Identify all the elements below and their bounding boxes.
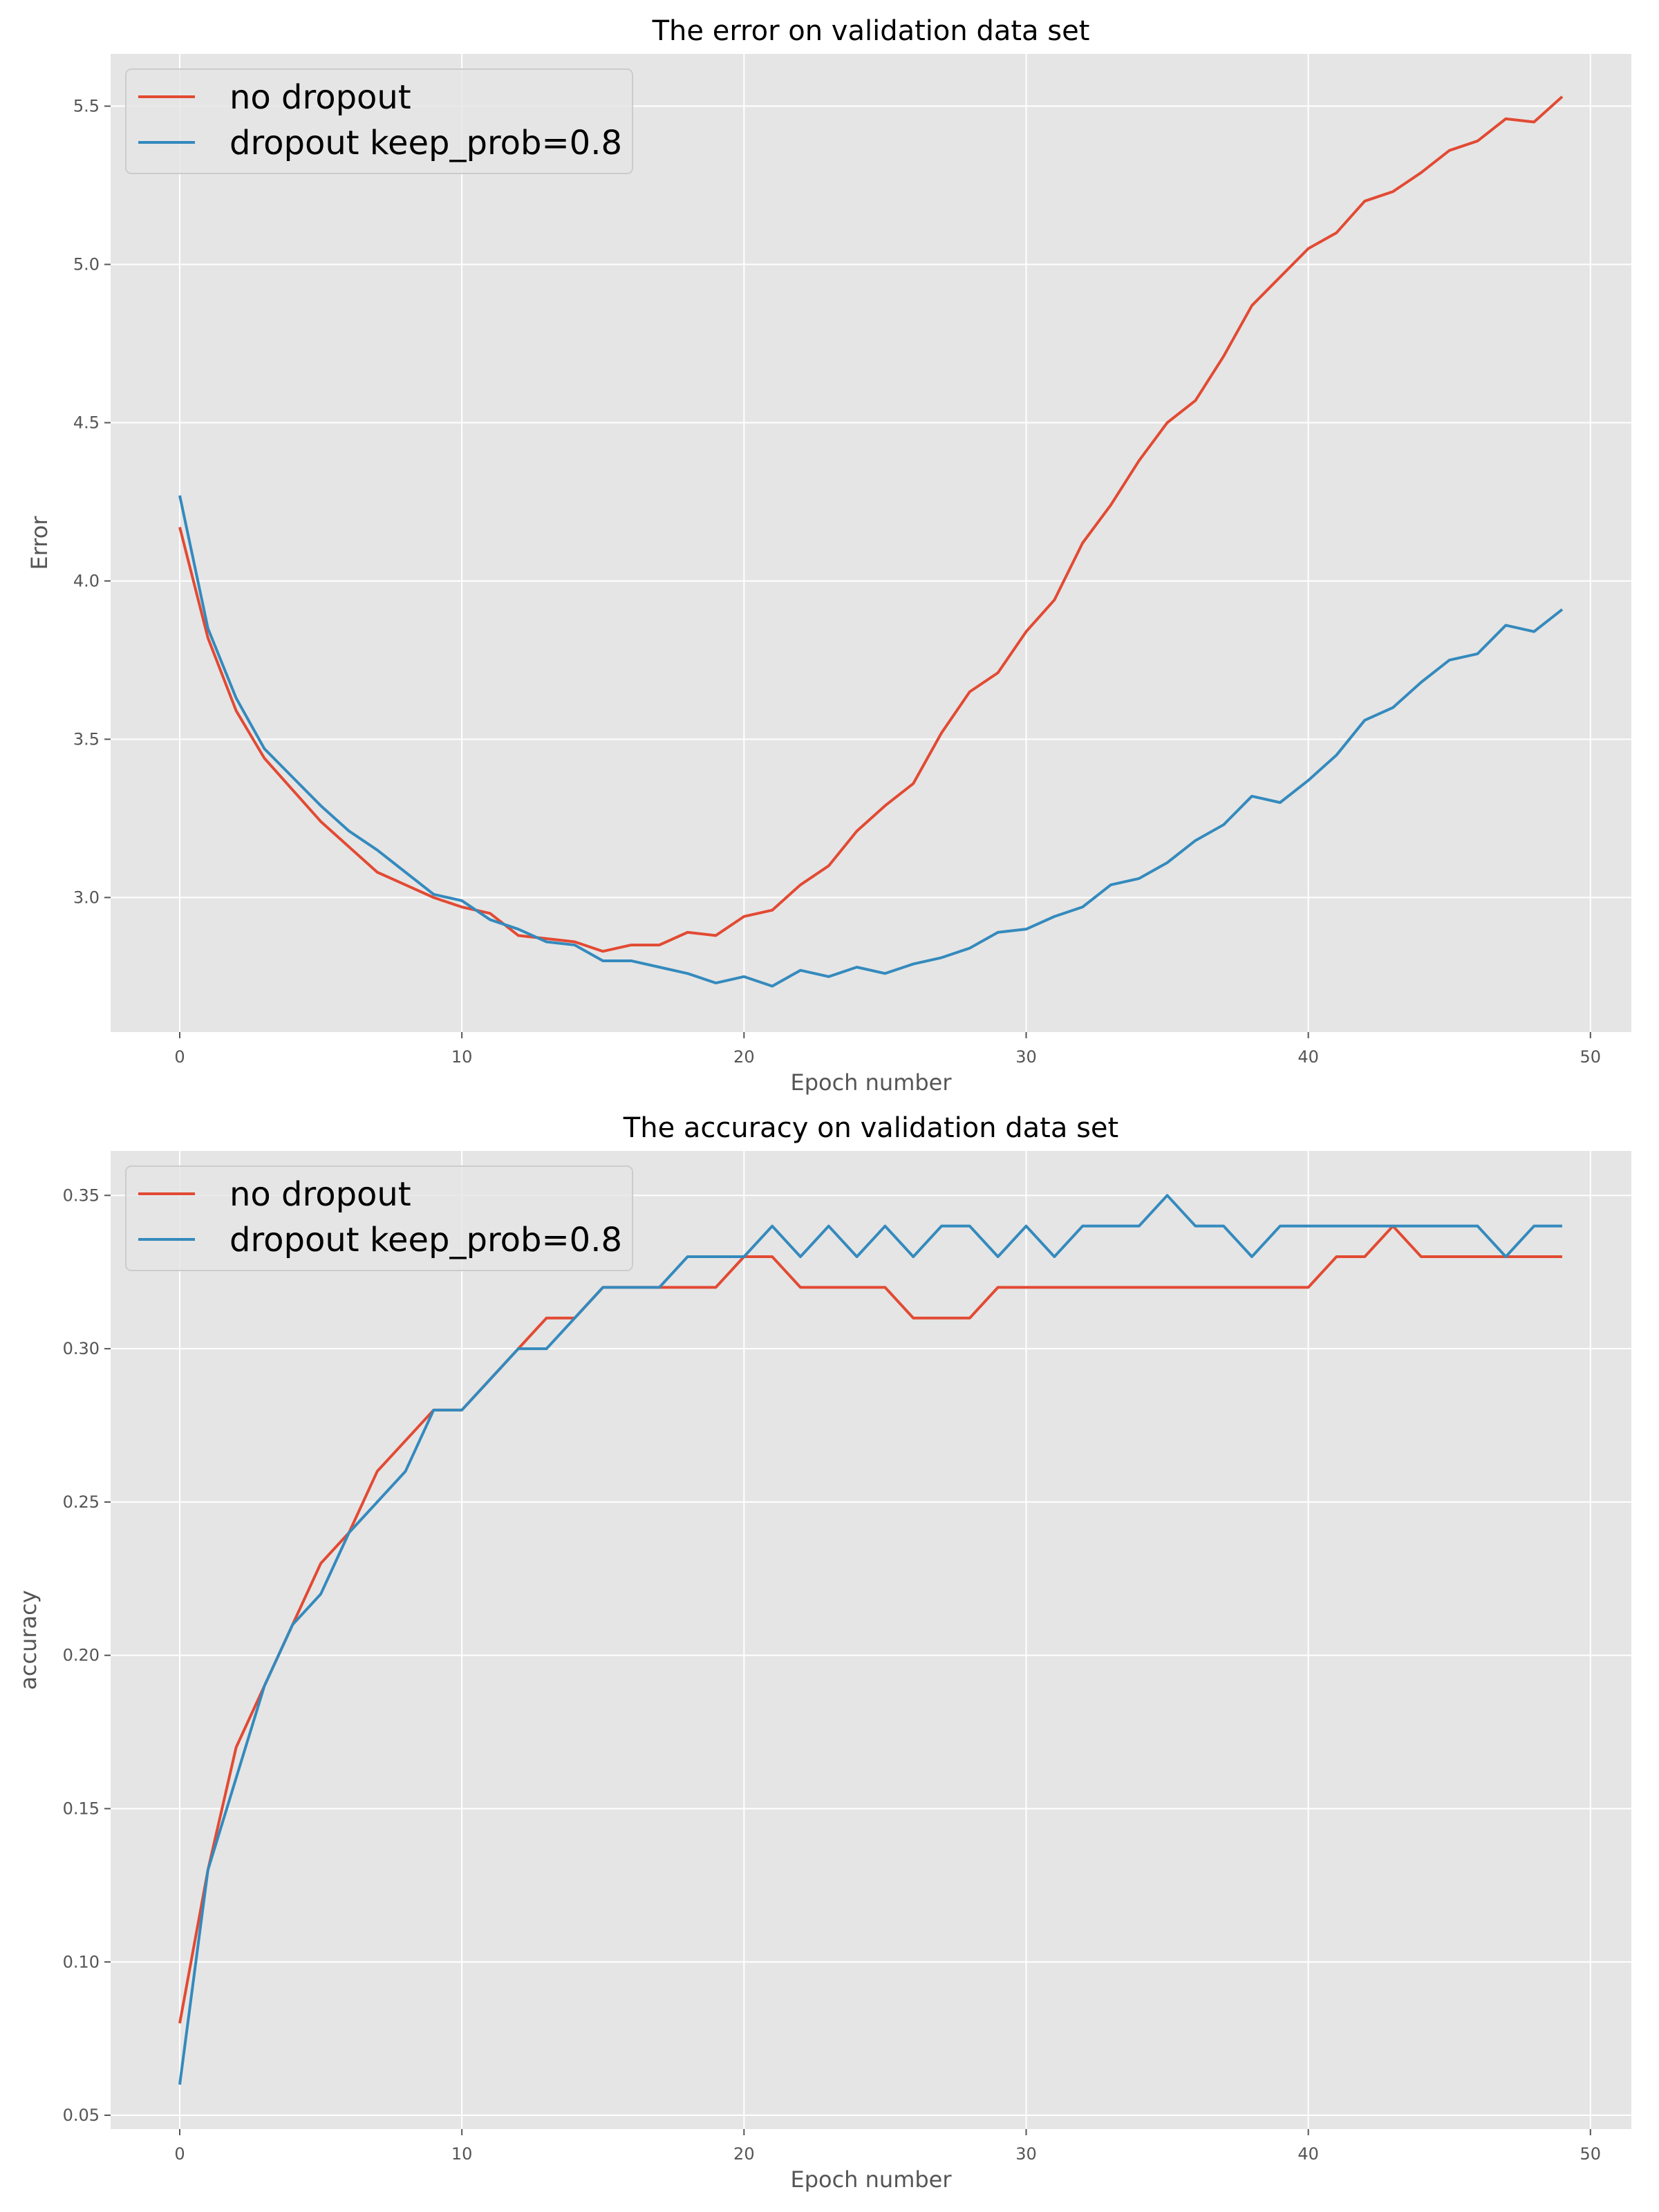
y-tick-label: 0.15 bbox=[63, 1799, 100, 1818]
legend-label: dropout keep_prob=0.8 bbox=[229, 124, 622, 162]
y-axis-label: Error bbox=[26, 516, 53, 570]
legend-label: dropout keep_prob=0.8 bbox=[229, 1221, 622, 1259]
y-tick-label: 3.0 bbox=[73, 888, 100, 907]
x-tick-label: 40 bbox=[1297, 2144, 1319, 2164]
y-tick-label: 4.5 bbox=[73, 413, 100, 432]
y-tick-label: 0.10 bbox=[63, 1952, 100, 1971]
y-tick-label: 5.5 bbox=[73, 97, 100, 116]
x-tick-label: 30 bbox=[1015, 1047, 1037, 1067]
x-tick-label: 0 bbox=[174, 1047, 185, 1067]
series-line-dropout bbox=[178, 495, 1564, 988]
x-tick-label: 30 bbox=[1015, 2144, 1037, 2164]
series-line-dropout bbox=[178, 1194, 1562, 2085]
y-tick-label: 3.5 bbox=[73, 729, 100, 749]
error-chart: 0 10 20 30 40 50 3.0 3.5 4.0 4.5 5.0 5.5 no dropout d… bbox=[26, 15, 1631, 1096]
accuracy-chart: 0 10 20 30 40 50 0.05 0.10 0.15 0.20 0.25 0.30 0.35 n… bbox=[15, 1112, 1631, 2193]
y-tick-label: 0.25 bbox=[63, 1492, 100, 1512]
plot-area bbox=[111, 1151, 1631, 2129]
y-tick-label: 0.05 bbox=[63, 2106, 100, 2125]
x-tick-label: 20 bbox=[733, 1047, 755, 1067]
y-axis-label: accuracy bbox=[15, 1590, 41, 1689]
chart-title: The accuracy on validation data set bbox=[623, 1112, 1118, 1144]
legend-label: no dropout bbox=[229, 78, 411, 117]
x-tick-label: 40 bbox=[1297, 1047, 1319, 1067]
x-tick-label: 10 bbox=[451, 1047, 473, 1067]
x-tick-label: 50 bbox=[1580, 2144, 1602, 2164]
legend bbox=[125, 1165, 633, 1271]
plot-area bbox=[111, 54, 1631, 1032]
x-tick-label: 50 bbox=[1580, 1047, 1602, 1067]
y-tick-label: 0.20 bbox=[63, 1646, 100, 1665]
y-tick-label: 5.0 bbox=[73, 255, 100, 274]
y-tick-label: 4.0 bbox=[73, 571, 100, 590]
x-tick-label: 0 bbox=[174, 2144, 185, 2164]
series-line-no-dropout bbox=[178, 95, 1564, 953]
x-axis-label: Epoch number bbox=[790, 1069, 952, 1096]
chart-title: The error on validation data set bbox=[652, 15, 1090, 47]
x-tick-label: 10 bbox=[451, 2144, 473, 2164]
legend bbox=[125, 68, 633, 174]
series-line-no-dropout bbox=[178, 1224, 1562, 2024]
y-tick-label: 0.35 bbox=[63, 1185, 100, 1205]
x-axis-label: Epoch number bbox=[790, 2166, 952, 2193]
x-tick-label: 20 bbox=[733, 2144, 755, 2164]
legend-label: no dropout bbox=[229, 1175, 411, 1214]
y-tick-label: 0.30 bbox=[63, 1339, 100, 1358]
